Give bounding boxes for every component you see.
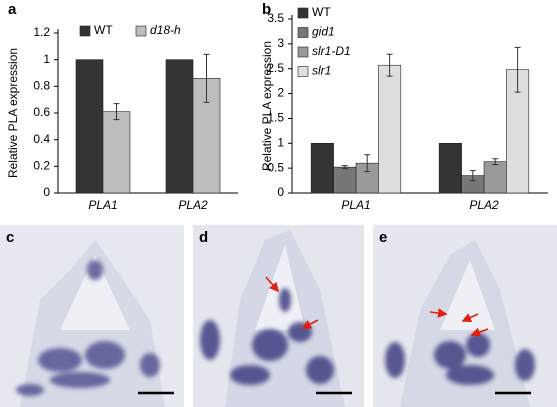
error-bar [203, 53, 210, 103]
y-tick-label: 1.2 [33, 25, 50, 39]
panel-label: d [199, 229, 208, 246]
legend-label: WT [94, 23, 113, 37]
legend-swatch [79, 25, 91, 37]
legend-swatch [297, 7, 309, 19]
bar [333, 166, 357, 194]
legend-swatch [297, 27, 309, 38]
bar [483, 161, 507, 194]
error-bar [469, 170, 476, 182]
legend-label: d18-h [150, 23, 181, 37]
y-tick-label: 0.2 [33, 159, 50, 173]
x-tick-label: PLA1 [341, 198, 370, 212]
bar [310, 142, 334, 194]
y-axis-label: Relative PLA expression [260, 41, 274, 171]
error-bar [364, 154, 371, 173]
y-axis-label: Relative PLA expression [6, 48, 20, 178]
error-bar [514, 46, 521, 93]
panel-label: c [6, 229, 14, 246]
y-tick-label: 0.5 [267, 160, 284, 174]
y-tick-label: 1 [43, 52, 50, 66]
legend-label: WT [312, 5, 331, 19]
error-bar [341, 165, 348, 170]
legend-label: slr1-D1 [312, 44, 351, 58]
bar [75, 59, 104, 194]
x-tick-label: PLA2 [178, 198, 208, 212]
legend-label: slr1 [312, 64, 331, 78]
error-bar [492, 158, 499, 166]
micrograph-d: d [193, 225, 364, 407]
bar [378, 64, 402, 194]
error-bar [113, 103, 120, 121]
y-tick-label: 2.5 [267, 61, 284, 75]
y-tick-label: 0.8 [33, 79, 50, 93]
y-tick-label: 0.6 [33, 105, 50, 119]
panel-label: b [262, 1, 271, 18]
micrograph-e: e [373, 225, 557, 407]
legend-label: gid1 [312, 25, 335, 39]
micrograph-c: c [0, 225, 184, 407]
legend-swatch [297, 66, 309, 77]
y-tick-label: 3 [277, 36, 284, 50]
y-tick-label: 3.5 [267, 11, 284, 25]
y-tick-label: 1 [277, 135, 284, 149]
bar [102, 111, 131, 194]
y-tick-label: 1.5 [267, 111, 284, 125]
legend-swatch [135, 25, 147, 37]
y-tick-label: 0 [43, 185, 50, 199]
bar [165, 59, 194, 194]
error-bar [386, 53, 393, 77]
panel-label: a [8, 1, 17, 18]
y-tick-label: 2 [277, 86, 284, 100]
bar [438, 142, 462, 194]
x-tick-label: PLA1 [88, 198, 117, 212]
y-tick-label: 0.4 [33, 132, 50, 146]
x-tick-label: PLA2 [469, 198, 499, 212]
y-tick-label: 0 [277, 185, 284, 199]
legend-swatch [297, 46, 309, 58]
panel-label: e [379, 229, 387, 246]
